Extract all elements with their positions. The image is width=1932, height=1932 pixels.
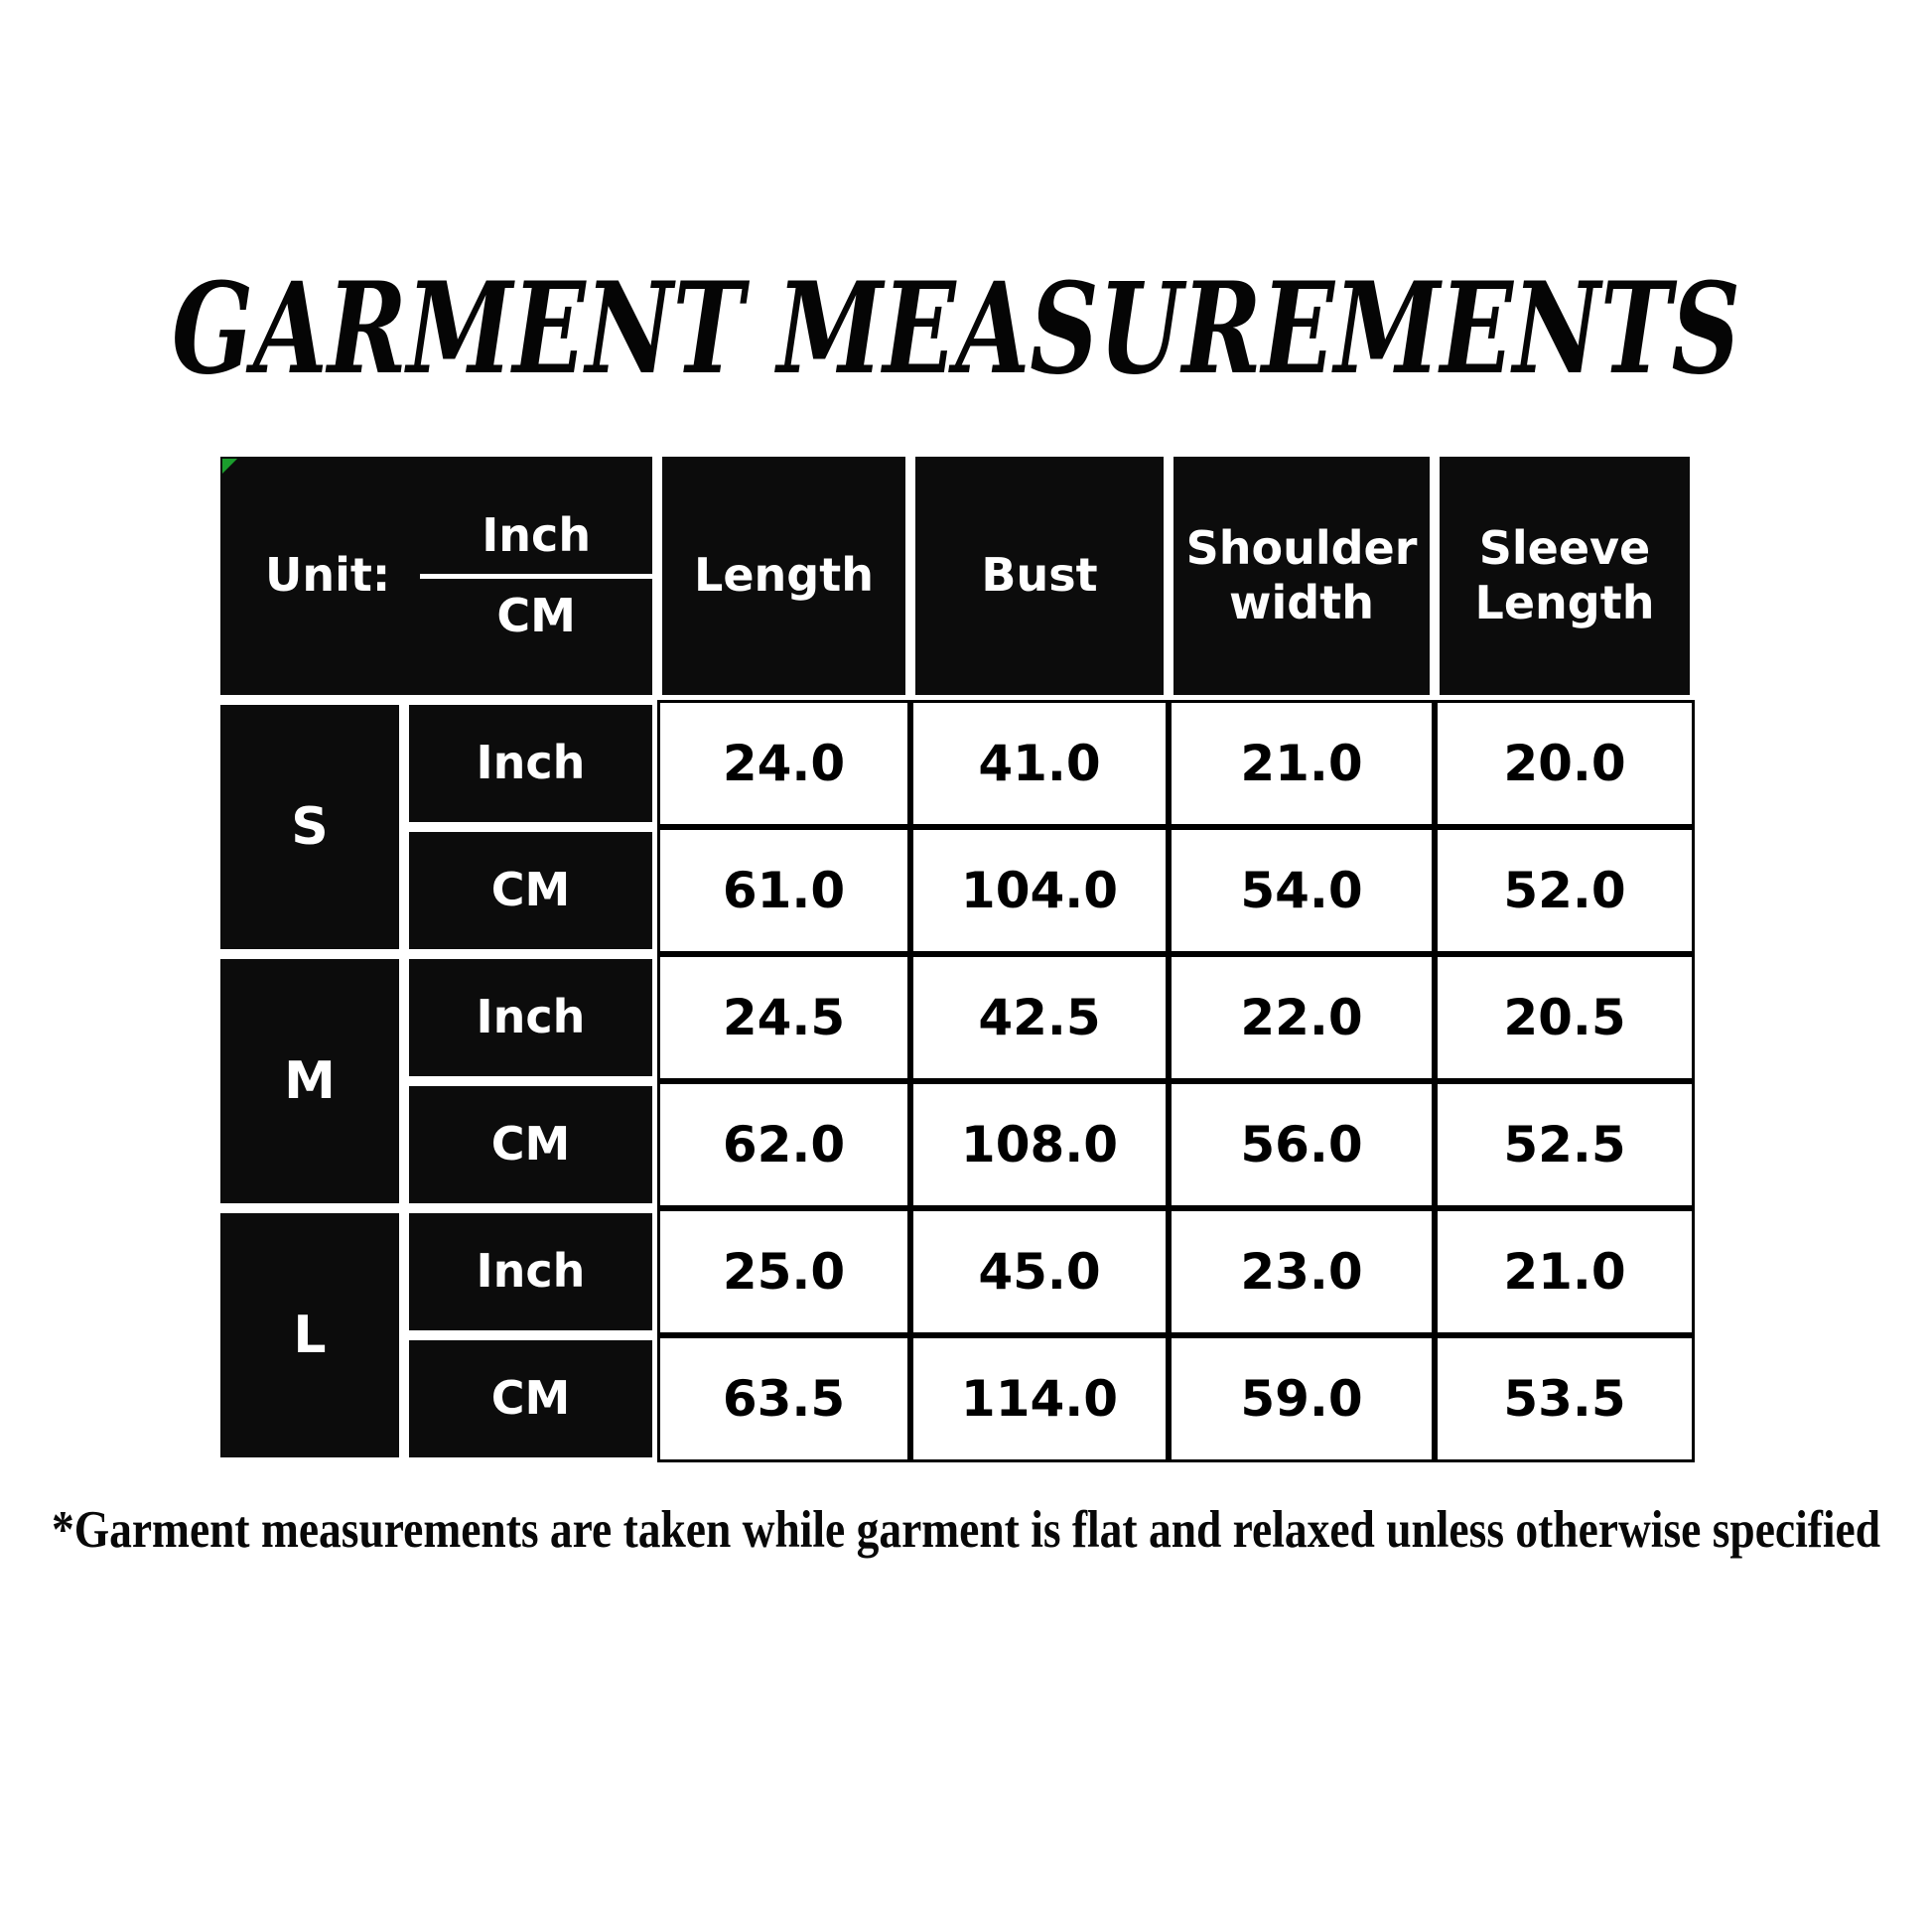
- measurement-cell: 20.0: [1435, 700, 1695, 827]
- measurement-cell: 114.0: [910, 1335, 1169, 1462]
- unit-fraction: Inch CM: [420, 508, 652, 642]
- measurement-cell: 23.0: [1169, 1208, 1435, 1335]
- col-header-length: Length: [657, 452, 910, 700]
- measurement-cell: 25.0: [657, 1208, 910, 1335]
- measurement-cell: 45.0: [910, 1208, 1169, 1335]
- measurement-cell: 63.5: [657, 1335, 910, 1462]
- measurement-cell: 52.0: [1435, 827, 1695, 954]
- row-m-cm: CM 62.0 108.0 56.0 52.5: [215, 1081, 1695, 1208]
- col-header-bust: Bust: [910, 452, 1169, 700]
- footnote: *Garment measurements are taken while ga…: [52, 1501, 1880, 1559]
- measurement-cell: 108.0: [910, 1081, 1169, 1208]
- measurement-cell: 24.0: [657, 700, 910, 827]
- unit-cm-label: CM: [496, 588, 576, 642]
- header-row: Unit: Inch CM Length Bust Shoulder width…: [215, 452, 1695, 700]
- col-header-sleeve-length: Sleeve Length: [1435, 452, 1695, 700]
- unit-inch-label: Inch: [420, 508, 652, 579]
- measurement-cell: 41.0: [910, 700, 1169, 827]
- row-unit-label: Inch: [404, 954, 657, 1081]
- cell-corner-marker-icon: [222, 459, 237, 474]
- row-s-inch: S Inch 24.0 41.0 21.0 20.0: [215, 700, 1695, 954]
- measurement-cell: 21.0: [1169, 700, 1435, 827]
- measurement-cell: 104.0: [910, 827, 1169, 954]
- row-unit-label: CM: [404, 827, 657, 954]
- unit-label: Unit:: [265, 548, 391, 603]
- row-l-inch: L Inch 25.0 45.0 23.0 21.0: [215, 1208, 1695, 1462]
- measurement-cell: 24.5: [657, 954, 910, 1081]
- size-cell-m: M: [215, 954, 404, 1208]
- measurement-cell: 56.0: [1169, 1081, 1435, 1208]
- unit-header-content: Unit: Inch CM: [220, 508, 652, 642]
- measurement-cell: 54.0: [1169, 827, 1435, 954]
- row-l-cm: CM 63.5 114.0 59.0 53.5: [215, 1335, 1695, 1462]
- measurement-cell: 52.5: [1435, 1081, 1695, 1208]
- measurement-cell: 20.5: [1435, 954, 1695, 1081]
- size-cell-s: S: [215, 700, 404, 954]
- row-unit-label: Inch: [404, 1208, 657, 1335]
- measurement-cell: 21.0: [1435, 1208, 1695, 1335]
- measurement-cell: 22.0: [1169, 954, 1435, 1081]
- unit-header-cell: Unit: Inch CM: [215, 452, 657, 700]
- row-s-cm: CM 61.0 104.0 54.0 52.0: [215, 827, 1695, 954]
- footnote-svg: *Garment measurements are taken while ga…: [52, 1501, 1880, 1559]
- size-chart-table: Unit: Inch CM Length Bust Shoulder width…: [215, 452, 1695, 1462]
- size-cell-l: L: [215, 1208, 404, 1462]
- row-unit-label: CM: [404, 1081, 657, 1208]
- size-chart: Unit: Inch CM Length Bust Shoulder width…: [215, 452, 1695, 1462]
- page-title: GARMENT MEASUREMENTS: [172, 255, 1740, 402]
- row-unit-label: Inch: [404, 700, 657, 827]
- measurement-cell: 53.5: [1435, 1335, 1695, 1462]
- row-unit-label: CM: [404, 1335, 657, 1462]
- measurement-cell: 61.0: [657, 827, 910, 954]
- col-header-shoulder-width: Shoulder width: [1169, 452, 1435, 700]
- page-title-svg: GARMENT MEASUREMENTS: [172, 255, 1740, 402]
- row-m-inch: M Inch 24.5 42.5 22.0 20.5: [215, 954, 1695, 1208]
- measurement-cell: 62.0: [657, 1081, 910, 1208]
- measurement-cell: 42.5: [910, 954, 1169, 1081]
- measurement-cell: 59.0: [1169, 1335, 1435, 1462]
